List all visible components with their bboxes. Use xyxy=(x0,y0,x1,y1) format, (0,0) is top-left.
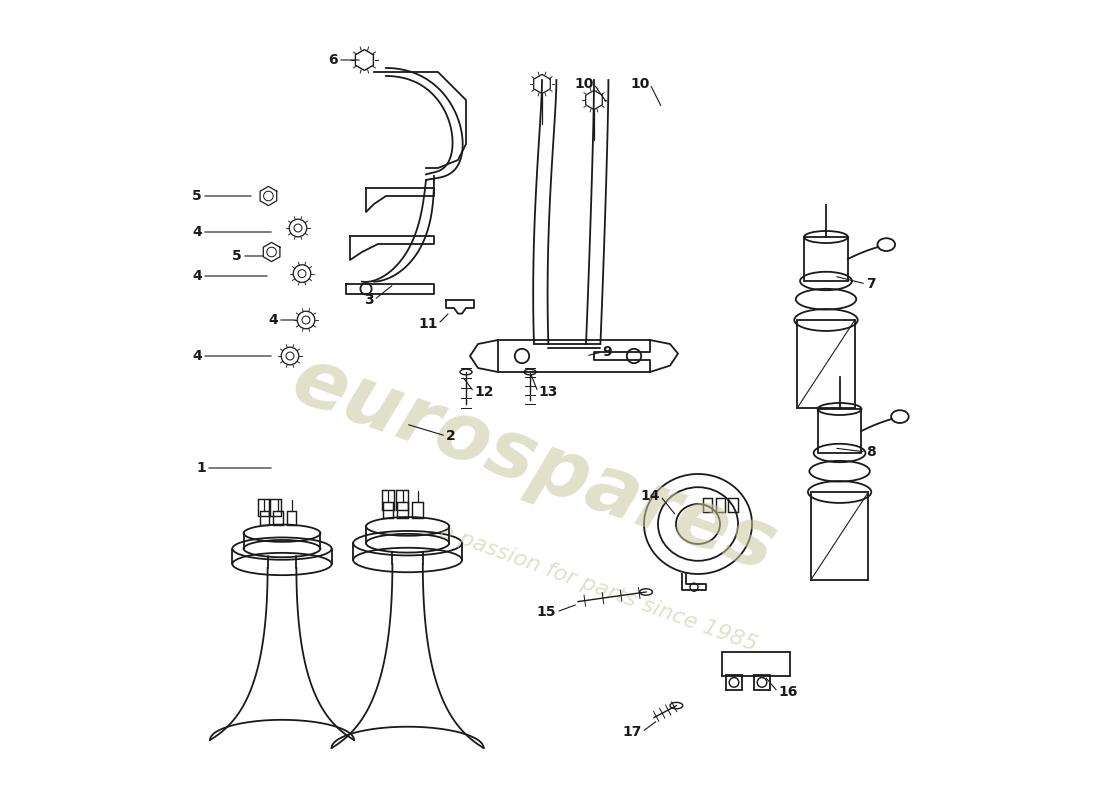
Text: a passion for parts since 1985: a passion for parts since 1985 xyxy=(437,521,759,655)
Text: 14: 14 xyxy=(641,489,660,503)
Text: 8: 8 xyxy=(866,445,876,459)
Bar xyxy=(260,511,270,526)
Bar xyxy=(396,490,408,510)
Text: 4: 4 xyxy=(268,313,278,327)
Bar xyxy=(754,675,770,690)
Bar xyxy=(798,320,855,408)
Bar xyxy=(273,511,283,526)
Bar xyxy=(722,652,790,676)
Bar xyxy=(804,237,848,281)
Bar xyxy=(817,409,861,453)
Bar xyxy=(703,498,713,512)
Text: 5: 5 xyxy=(232,249,242,263)
Text: 15: 15 xyxy=(537,605,557,619)
Bar xyxy=(716,498,725,512)
Text: 16: 16 xyxy=(778,685,798,699)
Bar xyxy=(287,511,296,526)
Bar xyxy=(412,502,422,518)
Bar xyxy=(728,498,738,512)
Bar xyxy=(258,499,270,517)
Text: 10: 10 xyxy=(574,77,594,91)
Bar xyxy=(270,499,282,517)
Text: 17: 17 xyxy=(623,725,642,739)
Text: 1: 1 xyxy=(196,461,206,475)
Bar xyxy=(382,490,394,510)
Text: 3: 3 xyxy=(364,293,374,307)
Bar xyxy=(811,492,868,580)
Text: 7: 7 xyxy=(866,277,876,291)
Text: 10: 10 xyxy=(630,77,650,91)
Text: 2: 2 xyxy=(446,429,455,443)
Text: 12: 12 xyxy=(474,385,494,399)
Text: 9: 9 xyxy=(602,345,612,359)
Bar xyxy=(383,502,393,518)
Text: 5: 5 xyxy=(192,189,202,203)
Text: 4: 4 xyxy=(192,225,202,239)
Text: 11: 11 xyxy=(418,317,438,331)
Text: 6: 6 xyxy=(329,53,338,67)
Bar xyxy=(726,675,742,690)
Bar xyxy=(397,502,408,518)
Text: 4: 4 xyxy=(192,349,202,363)
Text: eurospares: eurospares xyxy=(282,340,786,588)
Text: 13: 13 xyxy=(538,385,558,399)
Text: 4: 4 xyxy=(192,269,202,283)
